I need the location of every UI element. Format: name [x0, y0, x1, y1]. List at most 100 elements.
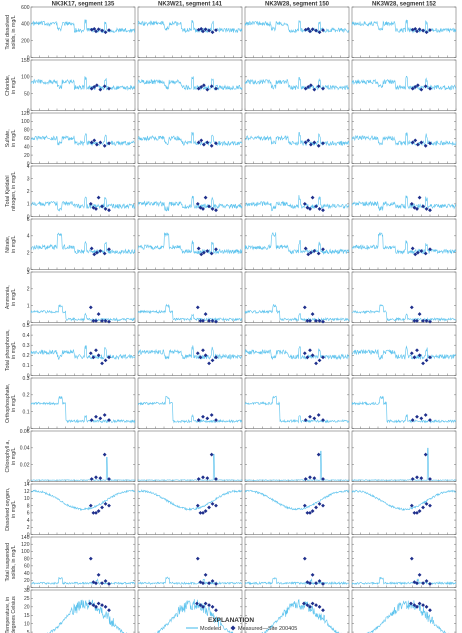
y-tick-label: 0.5 [23, 323, 30, 329]
measured-point [214, 608, 218, 613]
measured-point [94, 475, 98, 480]
measured-point [305, 355, 310, 360]
measured-point [195, 305, 200, 310]
y-tick-label: 0.3 [23, 376, 30, 382]
measured-point [412, 510, 417, 515]
measured-point [314, 28, 318, 33]
measured-point [310, 195, 315, 200]
measured-point [310, 353, 315, 358]
panel-do-col3 [244, 483, 350, 535]
measured-point [306, 26, 311, 31]
measured-point [94, 142, 99, 147]
y-tick-label: 10 [24, 621, 30, 627]
measured-point [201, 250, 206, 255]
panel-tkn-col2 [137, 165, 243, 217]
y-tick-label: 2 [27, 250, 30, 256]
modeled-line [137, 131, 243, 147]
y-tick-label: 4 [27, 518, 30, 524]
measured-point [196, 86, 201, 91]
panel-tp-col2 [137, 324, 243, 376]
measured-point [312, 416, 317, 421]
measured-point [415, 318, 419, 323]
measured-point [428, 141, 432, 146]
measured-point [103, 579, 108, 583]
measured-point [203, 353, 208, 358]
y-label-nitrate: Nitrate,in mg/L [5, 236, 17, 253]
measured-point [423, 413, 428, 417]
y-tick-label: 0 [27, 320, 30, 326]
y-label-sulfate: Sulfate,in mg/L [5, 129, 17, 147]
panel-tss-col3 [244, 536, 350, 588]
measured-point [207, 28, 211, 33]
measured-point [107, 247, 111, 252]
y-tick-label: 100 [21, 119, 30, 125]
measured-point [94, 414, 98, 419]
measured-point [107, 503, 111, 508]
measured-point [412, 603, 417, 608]
legend-title: EXPLANATION [208, 617, 254, 624]
measured-point [417, 353, 422, 358]
measured-point [410, 86, 415, 91]
measured-point [207, 204, 211, 209]
modeled-line [351, 132, 457, 147]
measured-point [428, 581, 432, 586]
measured-point [201, 318, 205, 323]
measured-point [417, 312, 422, 316]
panel-tds-col3 [244, 6, 350, 58]
y-tick-label: 0.1 [23, 363, 30, 369]
modeled-line [351, 195, 457, 212]
measured-point [413, 138, 418, 143]
measured-point [302, 556, 307, 561]
y-tick-label: 200 [21, 38, 30, 44]
measured-point [305, 510, 310, 515]
measured-point [303, 140, 308, 145]
measured-point [312, 476, 317, 481]
measured-point [88, 601, 92, 606]
measured-point [205, 87, 210, 92]
panel-chloride-col2 [137, 59, 243, 111]
measured-point [207, 361, 211, 366]
y-tick-label: 30 [24, 588, 30, 594]
y-tick-label: 4 [27, 234, 30, 240]
y-label-chla: Chlorophyll a,in mg/L [5, 440, 17, 472]
measured-point [94, 348, 98, 353]
panel-ortho-col1: 0 0.1 0.2 0.3 [23, 376, 136, 432]
measured-point [107, 141, 111, 146]
measured-point [316, 84, 321, 89]
measured-point [308, 250, 313, 255]
y-tick-label: 14 [24, 482, 30, 488]
measured-point [302, 503, 307, 508]
y-tick-label: 60 [24, 564, 30, 570]
measured-point [410, 246, 415, 251]
y-tick-label: 80 [24, 128, 30, 134]
measured-point [310, 601, 315, 606]
y-label-ortho: Orthophosphate,in mg/L [5, 384, 17, 423]
measured-point [209, 143, 214, 148]
measured-point [198, 205, 203, 210]
measured-point [205, 476, 210, 481]
measured-point [415, 142, 420, 147]
measured-point [98, 249, 103, 253]
y-label-tss: Total suspendedsolids, in mg/L [5, 543, 17, 582]
measured-point [201, 414, 205, 419]
measured-point [306, 252, 311, 257]
measured-point [421, 361, 425, 366]
measured-point [428, 477, 432, 481]
measured-point [317, 30, 322, 35]
modeled-line [137, 20, 243, 34]
panel-sulfate-col2 [137, 112, 243, 164]
y-tick-label: 10 [24, 496, 30, 502]
measured-point [428, 319, 432, 324]
measured-point [303, 418, 308, 422]
measured-point [91, 318, 96, 323]
y-tick-label: 0 [27, 426, 30, 432]
measured-point [417, 601, 422, 606]
measured-point [201, 581, 205, 586]
measured-point [198, 318, 203, 323]
measured-point [415, 604, 419, 609]
modeled-line [30, 76, 136, 91]
y-tick-label: 0.02 [20, 462, 30, 468]
measured-point [209, 413, 214, 417]
measured-point [203, 572, 208, 577]
measured-point [196, 418, 201, 422]
